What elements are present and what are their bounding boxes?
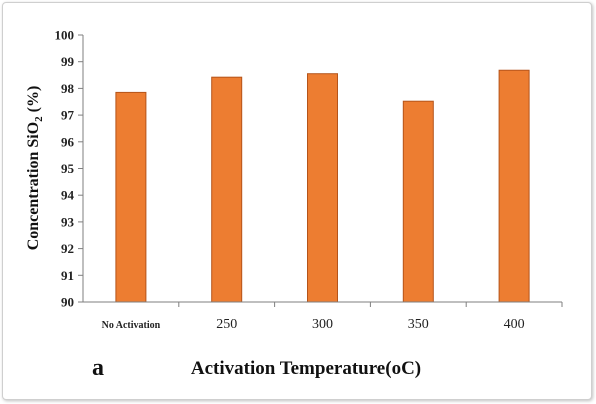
y-tick-label: 90: [61, 295, 74, 310]
bar-no-activation: [115, 91, 147, 303]
x-tick-label: 350: [408, 317, 429, 332]
y-tick-label: 91: [61, 268, 74, 283]
y-tick-label: 96: [61, 134, 75, 149]
bar-300: [307, 73, 338, 303]
y-tick-label: 93: [61, 214, 75, 229]
bar-400: [498, 69, 530, 303]
x-axis-title: Activation Temperature(oC): [191, 358, 421, 379]
x-tick-label: 300: [312, 317, 333, 332]
y-tick-label: 98: [61, 81, 75, 96]
bars: [115, 69, 530, 303]
y-tick-label: 97: [61, 108, 75, 123]
x-axis-tick-labels: No Activation 250 300 350 400: [102, 302, 563, 332]
y-tick-label: 94: [61, 188, 75, 203]
y-tick-label: 99: [61, 54, 75, 69]
y-axis-title: Concentration SiO2 (%): [25, 86, 45, 251]
y-axis-ticks: 90 91 92 93 94 95 96 97 98 99 100: [55, 28, 83, 310]
chart-frame: [2, 2, 592, 400]
y-tick-label: 95: [61, 161, 75, 176]
bar-250: [211, 76, 243, 303]
y-tick-label: 100: [55, 28, 75, 43]
x-tick-label: No Activation: [102, 320, 161, 331]
panel-label: a: [92, 355, 104, 381]
x-tick-label: 250: [216, 317, 237, 332]
x-tick-label: 400: [504, 317, 525, 332]
y-tick-label: 92: [61, 241, 74, 256]
bar-350: [402, 100, 434, 303]
